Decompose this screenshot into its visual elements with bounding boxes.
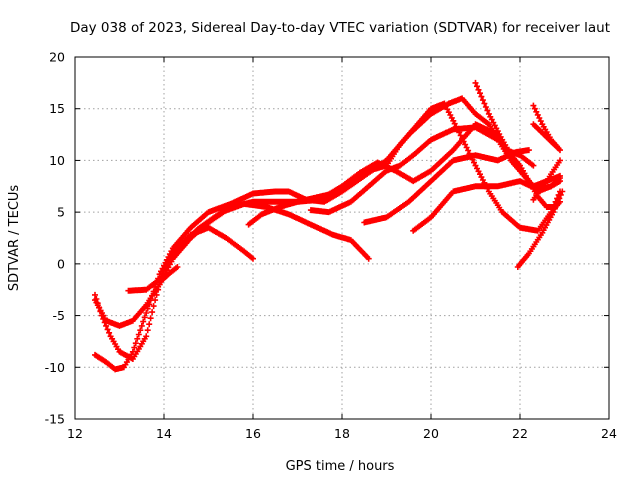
axis-ticks: 12 14 16 18 20 22 24 -15 -10 -5 0 5 10 15 20	[45, 50, 617, 442]
chart-title: Day 038 of 2023, Sidereal Day-to-day VTE…	[70, 20, 610, 36]
series-markers	[92, 200, 372, 362]
series-track-9	[472, 79, 563, 210]
series-track-1	[92, 200, 372, 362]
plot-frame	[74, 56, 610, 420]
y-tick-label: 5	[57, 205, 65, 220]
x-tick-label: 22	[512, 426, 528, 441]
y-tick-label: -15	[45, 412, 65, 427]
x-tick-label: 24	[601, 426, 617, 441]
x-tick-label: 12	[67, 426, 83, 441]
y-tick-label: 10	[49, 153, 65, 168]
y-tick-label: 20	[49, 50, 65, 65]
x-tick-label: 18	[334, 426, 350, 441]
series-markers	[125, 224, 256, 294]
series-track-2	[92, 121, 563, 329]
data-points	[92, 79, 566, 373]
y-tick-label: 15	[49, 101, 65, 116]
x-tick-label: 20	[423, 426, 439, 441]
x-tick-label: 16	[245, 426, 261, 441]
series-markers	[530, 157, 563, 203]
series-markers	[156, 264, 181, 286]
series-markers	[530, 102, 563, 154]
series-markers	[92, 95, 537, 373]
series-markers	[92, 121, 563, 329]
y-tick-label: 0	[57, 256, 65, 271]
series-track-4	[125, 224, 256, 294]
grid	[75, 57, 609, 419]
series-track-10	[530, 102, 563, 154]
y-tick-label: -10	[45, 360, 65, 375]
x-tick-label: 14	[156, 426, 172, 441]
series-track-12	[530, 157, 563, 203]
y-axis-label: SDTVAR / TECUs	[7, 185, 22, 292]
y-tick-label: -5	[53, 308, 65, 323]
series-markers	[472, 79, 563, 210]
x-axis-label: GPS time / hours	[286, 459, 395, 474]
series-markers	[514, 188, 566, 270]
series-track-3	[92, 95, 537, 373]
series-track-11	[514, 188, 566, 270]
series-track-13	[156, 264, 181, 286]
